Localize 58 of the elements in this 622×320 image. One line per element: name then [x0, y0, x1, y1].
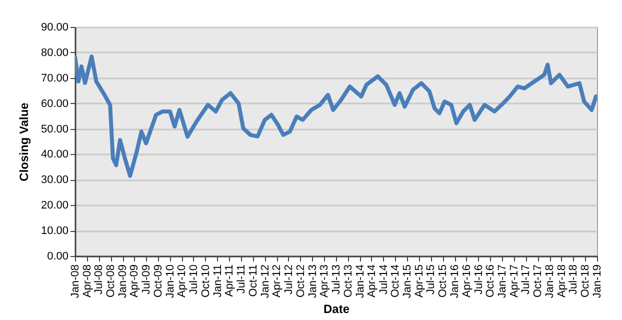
x-tick-label: Oct-17: [532, 264, 544, 298]
x-tick-label: Oct-11: [247, 264, 260, 297]
x-tick-label: Oct-08: [105, 264, 118, 298]
x-tick-label: Jul-18: [568, 264, 580, 294]
y-tick-label: 60.00: [40, 98, 68, 110]
y-tick-label: 30.00: [40, 174, 68, 186]
x-tick-label: Jul-10: [188, 264, 200, 294]
x-tick-label: Oct-12: [294, 264, 307, 298]
x-tick-label: Apr-09: [128, 264, 141, 298]
x-tick-label: Apr-14: [366, 264, 378, 298]
x-axis-title: Date: [323, 302, 350, 316]
x-tick-label: Oct-09: [152, 264, 165, 298]
y-tick-label: 80.00: [40, 46, 68, 59]
x-tick-label: Apr-10: [176, 264, 188, 298]
x-tick-label: Apr-15: [413, 264, 426, 298]
x-tick-label: Jul-12: [282, 264, 295, 294]
x-tick-label: Jul-16: [472, 264, 485, 294]
x-tick-label: Jan-09: [117, 264, 130, 298]
y-tick-label: 20.00: [40, 200, 68, 212]
x-tick-label: Jan-16: [449, 264, 462, 298]
x-tick-label: Oct-14: [390, 264, 402, 298]
x-tick-label: Jul-14: [378, 264, 390, 294]
y-tick-label: 0.00: [47, 250, 68, 262]
x-tick-label: Jan-12: [259, 264, 272, 298]
x-tick-label: Apr-16: [460, 264, 473, 298]
x-tick-label: Jan-15: [402, 264, 414, 298]
x-tick-label: Apr-12: [271, 264, 284, 298]
x-tick-label: Apr-17: [508, 264, 520, 298]
x-tick-label: Oct-18: [580, 264, 592, 298]
x-tick-label: Oct-13: [342, 264, 354, 298]
x-tick-label: Apr-13: [318, 264, 331, 298]
x-tick-label: Oct-16: [484, 264, 497, 298]
line-series: [75, 54, 597, 178]
x-tick-label: Jan-13: [306, 264, 319, 298]
x-tick-label: Jul-11: [235, 264, 248, 294]
y-axis-title: Closing Value: [16, 102, 31, 182]
x-tick-label: Jul-13: [330, 264, 342, 294]
x-tick-label: Jul-17: [520, 264, 532, 294]
x-tick-label: Jan-10: [164, 264, 176, 298]
y-tick-label: 90.00: [40, 22, 68, 34]
x-tick-label: Jul-15: [425, 264, 438, 294]
x-tick-label: Jan-08: [70, 264, 82, 298]
x-tick-label: Oct-15: [437, 264, 450, 298]
x-tick-label: Jan-18: [544, 264, 556, 298]
x-tick-label: Jan-11: [212, 264, 224, 298]
y-tick-label: 10.00: [40, 225, 68, 238]
x-tick-label: Jul-09: [140, 264, 153, 294]
x-tick-label: Jan-17: [496, 264, 509, 298]
x-tick-label: Apr-08: [81, 264, 94, 298]
y-tick-label: 40.00: [40, 148, 68, 161]
y-tick-label: 50.00: [40, 123, 68, 136]
x-tick-label: Jul-08: [93, 264, 106, 294]
x-tick-label: Jan-14: [354, 264, 366, 298]
y-tick-label: 70.00: [40, 72, 68, 84]
x-tick-label: Oct-10: [200, 264, 212, 298]
x-tick-label: Apr-18: [556, 264, 568, 298]
x-tick-label: Apr-11: [224, 264, 236, 297]
x-tick-label: Jan-19: [592, 264, 604, 298]
